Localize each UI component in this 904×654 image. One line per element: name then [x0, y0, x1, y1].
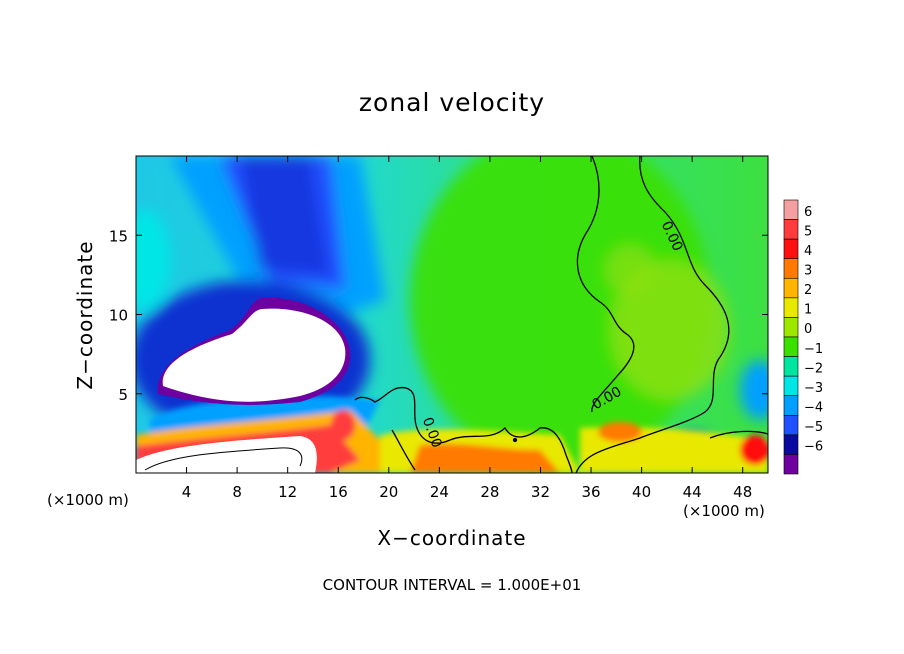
colorbar-swatch — [783, 434, 799, 455]
colorbar-label: −3 — [804, 381, 823, 396]
colorbar-swatch — [783, 395, 799, 416]
x-tick-label: 36 — [581, 483, 600, 501]
x-tick-label: 20 — [379, 483, 398, 501]
colorbar-label: −4 — [804, 401, 823, 416]
colorbar-label: −6 — [804, 440, 823, 455]
colorbar-label: 3 — [804, 264, 812, 279]
contour-interval-note: CONTOUR INTERVAL = 1.000E+01 — [322, 576, 582, 594]
colorbar-swatch — [783, 219, 799, 240]
x-tick-label: 32 — [531, 483, 550, 501]
colorbar-label: 0 — [804, 322, 812, 337]
x-unit-left: (×1000 m) — [47, 491, 129, 509]
colorbar-label: −1 — [804, 342, 823, 357]
colorbar-label: 5 — [804, 224, 812, 239]
colorbar-swatch — [783, 336, 799, 357]
colorbar-swatch — [783, 454, 799, 475]
y-tick-label: 15 — [109, 227, 128, 245]
colorbar-swatch — [783, 199, 799, 220]
y-tick-label: 5 — [118, 386, 128, 404]
velocity-field — [136, 156, 768, 473]
colorbar-swatch — [783, 277, 799, 299]
colorbar-label: 1 — [804, 303, 812, 318]
x-tick-label: 24 — [430, 483, 449, 501]
colorbar-label: 2 — [804, 283, 812, 298]
y-tick-label: 10 — [109, 307, 128, 325]
x-tick-label: 4 — [182, 483, 192, 501]
colorbar-swatch — [783, 414, 799, 436]
x-axis-label: X−coordinate — [377, 526, 527, 550]
colorbar-label: 6 — [804, 205, 812, 220]
colorbar-label: −5 — [804, 420, 823, 435]
colorbar-swatch — [783, 238, 799, 260]
x-tick-label: 28 — [480, 483, 499, 501]
x-tick-label: 40 — [632, 483, 651, 501]
colorbar: 6 5 4 3 2 1 0 −1 −2 −3 −4 −5 −6 — [783, 199, 823, 475]
colorbar-label: −2 — [804, 361, 823, 376]
colorbar-label: 4 — [804, 244, 812, 259]
x-tick-label: 16 — [329, 483, 348, 501]
colorbar-swatch — [783, 258, 799, 279]
colorbar-swatch — [783, 375, 799, 397]
colorbar-swatch — [783, 356, 799, 377]
chart-title: zonal velocity — [358, 88, 546, 117]
x-unit-right: (×1000 m) — [683, 502, 765, 520]
x-tick-label: 8 — [232, 483, 242, 501]
colorbar-swatch — [783, 297, 799, 318]
colorbar-swatch — [783, 317, 799, 338]
x-tick-label: 44 — [683, 483, 702, 501]
x-tick-label: 12 — [278, 483, 297, 501]
x-tick-label: 48 — [733, 483, 752, 501]
